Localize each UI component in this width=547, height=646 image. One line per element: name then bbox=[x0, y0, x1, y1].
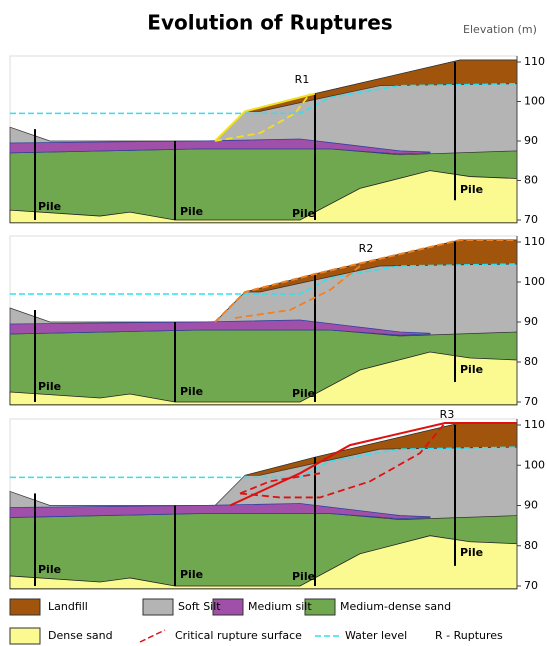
pile-label: Pile bbox=[180, 385, 203, 398]
legend-label: R - Ruptures bbox=[435, 629, 503, 642]
pile-label: Pile bbox=[460, 183, 483, 196]
tick-label: 70 bbox=[524, 579, 538, 592]
tick-label: 70 bbox=[524, 395, 538, 408]
legend-label: Medium silt bbox=[248, 600, 312, 613]
tick-label: 110 bbox=[524, 55, 545, 68]
tick-label: 100 bbox=[524, 275, 545, 288]
legend-swatch bbox=[10, 599, 40, 615]
pile-label: Pile bbox=[292, 207, 315, 220]
pile-label: Pile bbox=[180, 205, 203, 218]
legend-label: Dense sand bbox=[48, 629, 113, 642]
legend-swatch bbox=[10, 628, 40, 644]
tick-label: 80 bbox=[524, 539, 538, 552]
axis-label: Elevation (m) bbox=[463, 23, 537, 36]
pile-label: Pile bbox=[38, 200, 61, 213]
tick-label: 80 bbox=[524, 174, 538, 187]
pile-label: Pile bbox=[180, 568, 203, 581]
rupture-label: R3 bbox=[440, 408, 455, 421]
tick-label: 70 bbox=[524, 213, 538, 226]
pile-label: Pile bbox=[460, 363, 483, 376]
legend-swatch bbox=[143, 599, 173, 615]
legend-label: Medium-dense sand bbox=[340, 600, 451, 613]
pile-label: Pile bbox=[38, 380, 61, 393]
tick-label: 100 bbox=[524, 458, 545, 471]
diagram: Evolution of Ruptures Elevation (m) R1 Pi… bbox=[0, 0, 547, 646]
tick-label: 110 bbox=[524, 235, 545, 248]
rupture-label: R2 bbox=[359, 242, 374, 255]
tick-label: 110 bbox=[524, 418, 545, 431]
title: Evolution of Ruptures bbox=[147, 11, 392, 35]
tick-label: 90 bbox=[524, 499, 538, 512]
pile-label: Pile bbox=[38, 563, 61, 576]
legend-label: Soft Silt bbox=[178, 600, 221, 613]
legend-label: Water level bbox=[345, 629, 407, 642]
tick-label: 90 bbox=[524, 134, 538, 147]
legend-label: Landfill bbox=[48, 600, 88, 613]
legend-swatch bbox=[140, 630, 165, 642]
legend-label: Critical rupture surface bbox=[175, 629, 302, 642]
tick-label: 80 bbox=[524, 355, 538, 368]
pile-label: Pile bbox=[292, 387, 315, 400]
rupture-label: R1 bbox=[295, 73, 310, 86]
pile-label: Pile bbox=[460, 546, 483, 559]
tick-label: 100 bbox=[524, 95, 545, 108]
tick-label: 90 bbox=[524, 315, 538, 328]
pile-label: Pile bbox=[292, 570, 315, 583]
